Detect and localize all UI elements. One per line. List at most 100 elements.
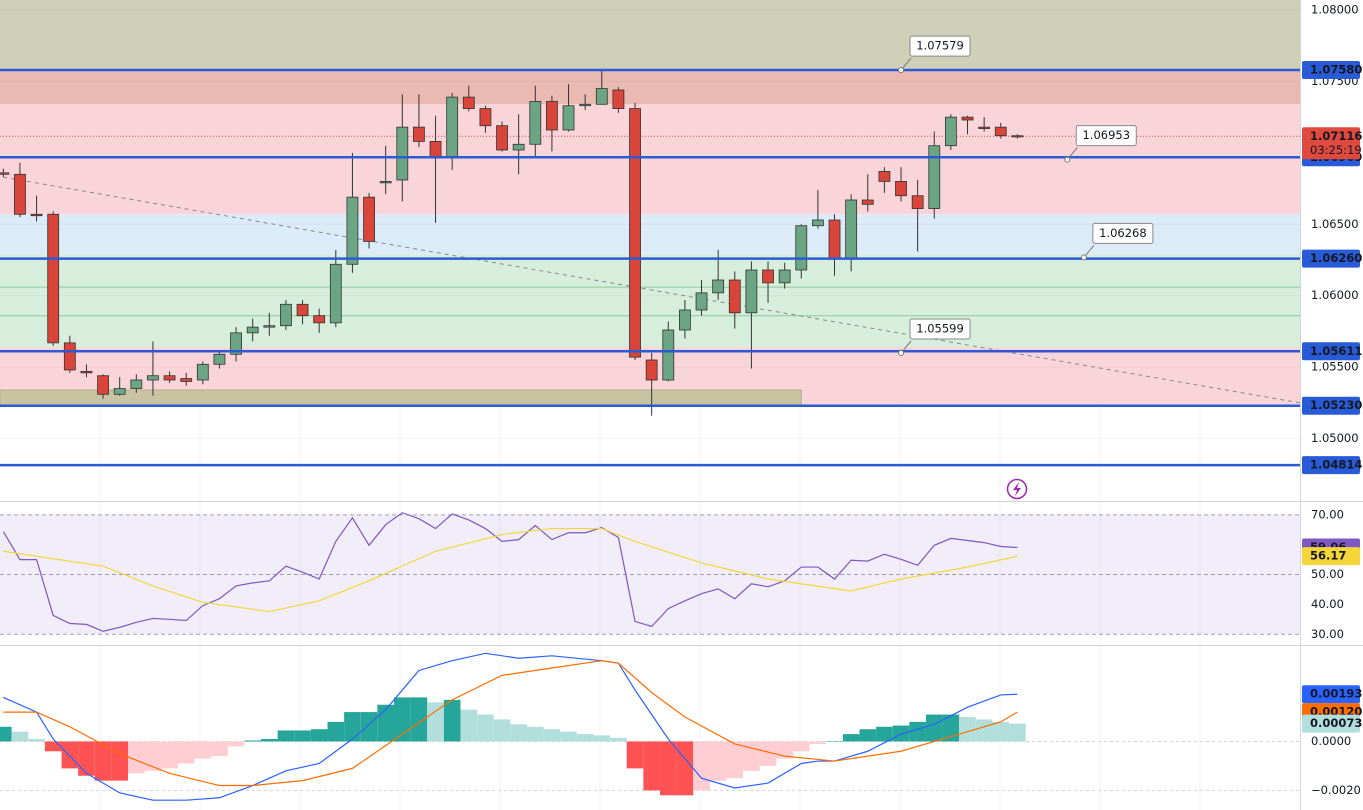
histogram-bar [626,741,644,769]
histogram-bar [244,740,261,742]
y-tick-label: 30.00 [1311,627,1344,641]
y-tick-label: 0.0000 [1311,734,1351,748]
candle-body [163,375,176,381]
candle-body [512,143,525,151]
candle-body [928,145,941,209]
histogram-bar [78,741,95,776]
axis-label-box [1302,685,1360,704]
callout-label: 1.07579 [916,39,964,53]
candle-body [429,141,442,158]
histogram-bar [776,741,793,759]
histogram-bar [493,719,511,742]
histogram-bar [477,714,494,742]
candle-body [230,332,242,355]
candle-body [180,378,193,382]
alert-icon[interactable] [1006,478,1028,500]
callout-point [898,350,905,356]
histogram-bar [510,724,527,742]
axis-label-box [1302,342,1360,361]
candle-body [63,342,76,371]
y-tick-label: 50.00 [1311,567,1344,581]
axis-label-box [1302,396,1360,415]
candle-body [961,116,974,121]
candle-body [80,371,93,374]
candle-body [246,326,259,334]
axis-label: 56.17 [1310,549,1346,563]
histogram-bar [676,741,694,796]
zone [0,0,1300,70]
callout-box [909,318,971,340]
indicator-line [2,512,1018,632]
axis-label-box [1302,61,1360,79]
histogram-bar [925,714,943,742]
histogram-bar [743,741,760,771]
histogram-bar [593,735,611,742]
histogram-bar [809,741,827,744]
rsi-band [0,514,1300,635]
histogram-bar [543,729,561,742]
candle-body [479,108,492,127]
candle-body [346,196,359,265]
histogram-bar [277,730,295,742]
histogram-bar [128,741,145,774]
axis-label: 0.00073 [1310,716,1362,730]
candle-body [728,279,741,314]
histogram-bar [261,739,278,742]
candle-body [363,196,375,242]
histogram-bar [0,726,12,742]
indicator-line [3,652,1018,801]
histogram-bar [144,741,162,771]
candle-body [213,353,226,365]
indicator-line [3,660,1018,787]
histogram-bar [111,741,128,781]
y-tick-label: 1.06000 [1311,288,1359,302]
candle-body [296,303,309,317]
histogram-bar [959,716,976,742]
histogram-bar [759,741,777,766]
axis-label-box [1302,547,1360,566]
candle-body [462,96,475,109]
axis-label: 1.06260 [1310,251,1362,265]
candle-body [812,219,824,227]
candle-body [778,269,791,284]
axis-label: 03:25:19 [1310,143,1362,157]
candle-body [396,126,409,181]
y-tick-label: 1.05000 [1311,431,1359,445]
histogram-bar [194,741,212,759]
histogram-bar [610,737,627,742]
candle-body [196,363,209,381]
candle-body [30,213,43,217]
histogram-bar [61,741,79,769]
candle-body [14,173,26,215]
callout-point [1080,254,1087,261]
zone [0,214,1300,255]
histogram-bar [859,729,877,742]
candle-body [828,219,841,259]
histogram-bar [94,741,112,781]
histogram-bar [460,709,478,742]
candle-body [645,359,658,381]
candle-body [263,325,276,328]
candle-body [878,171,891,182]
histogram-bar [227,741,245,747]
candle-body [47,213,60,344]
histogram-bar [443,699,461,742]
candle-body [280,303,292,327]
histogram-bar [693,741,710,791]
axis-label-box [1302,456,1360,475]
histogram-bar [28,739,45,742]
zone [0,70,1300,105]
candle-body [595,88,608,105]
histogram-bar [842,734,860,742]
icon-bolt[interactable] [1013,482,1021,496]
candle-body [562,105,575,131]
candle-body [496,125,508,151]
histogram-bar [327,721,345,742]
histogram-bar [11,731,29,742]
candle-body [579,103,592,107]
candle-body [978,126,991,129]
axis-label-box [1302,714,1360,733]
axis-label-box [1302,249,1360,268]
candle-body [911,195,924,209]
histogram-bar [410,697,428,742]
